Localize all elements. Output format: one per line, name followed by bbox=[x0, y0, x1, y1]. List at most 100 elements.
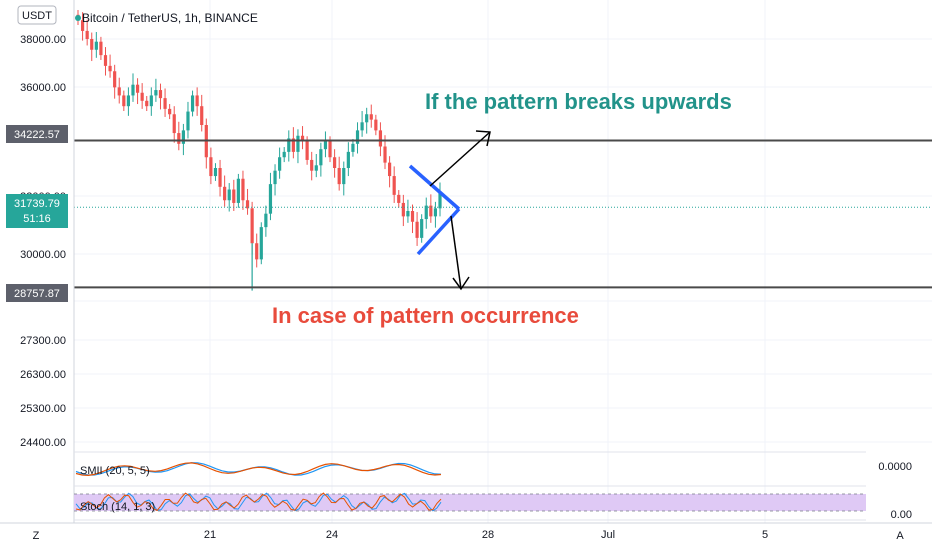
candle-body bbox=[323, 141, 328, 150]
stoch-k-line bbox=[75, 492, 442, 512]
wedge-lower-line bbox=[416, 207, 461, 256]
chart-title: Bitcoin / TetherUS, 1h, BINANCE bbox=[82, 11, 258, 25]
stoch-band bbox=[74, 494, 866, 511]
stoch-label: Stoch (14, 1, 3) bbox=[80, 501, 155, 513]
support-price-label: 28757.87 bbox=[14, 288, 60, 300]
candle-body bbox=[163, 98, 167, 109]
price-axis-tick: 24400.00 bbox=[20, 437, 66, 449]
candle-body bbox=[360, 122, 364, 131]
candle-body bbox=[177, 133, 181, 144]
candle-body bbox=[328, 141, 332, 158]
candle-body bbox=[291, 138, 295, 152]
candle-body bbox=[273, 170, 277, 185]
time-axis: 21 24 28 Jul 5 bbox=[204, 529, 768, 541]
candle-body bbox=[117, 87, 121, 96]
stoch-value: 0.00 bbox=[891, 509, 912, 521]
candle-body bbox=[255, 243, 259, 260]
status-dot-icon bbox=[75, 15, 81, 21]
candle-body bbox=[387, 162, 392, 177]
candle-body bbox=[99, 41, 103, 56]
candle-body bbox=[232, 189, 236, 203]
candle-body bbox=[108, 65, 112, 72]
candle-body bbox=[131, 84, 135, 96]
candle-body bbox=[223, 186, 227, 201]
candle-body bbox=[213, 168, 218, 177]
candle-body bbox=[424, 205, 428, 220]
candle-body bbox=[218, 168, 222, 187]
candle-body bbox=[190, 95, 195, 112]
price-axis-tick: 30000.00 bbox=[20, 249, 66, 261]
candle-body bbox=[268, 184, 273, 214]
candle-body bbox=[406, 211, 410, 217]
candle-body bbox=[369, 114, 373, 120]
candle-body bbox=[195, 95, 199, 107]
candle-body bbox=[135, 84, 140, 93]
zoom-button[interactable]: Z bbox=[24, 525, 48, 545]
candle-body bbox=[365, 114, 369, 123]
pattern bbox=[408, 130, 491, 291]
price-axis-tick: 27300.00 bbox=[20, 335, 66, 347]
candle-body bbox=[186, 111, 190, 131]
candle-body bbox=[80, 20, 85, 31]
candle-body bbox=[300, 135, 305, 142]
candle-body bbox=[158, 90, 163, 99]
candles bbox=[76, 9, 442, 291]
candle-body bbox=[438, 192, 442, 209]
auto-scale-button[interactable]: A bbox=[888, 525, 912, 545]
candle-body bbox=[333, 157, 337, 168]
candle-body bbox=[122, 95, 126, 107]
candle-body bbox=[236, 178, 240, 203]
candle-body bbox=[420, 219, 424, 238]
candle-body bbox=[378, 130, 383, 147]
price-axis-tick: 38000.00 bbox=[20, 34, 66, 46]
candle-body bbox=[433, 208, 438, 217]
annotation-breakdown: In case of pattern occurrence bbox=[272, 303, 579, 328]
candle-body bbox=[85, 30, 89, 39]
candle-body bbox=[374, 119, 378, 131]
currency-badge[interactable] bbox=[17, 5, 57, 25]
candle-body bbox=[103, 55, 108, 66]
candle-body bbox=[342, 168, 346, 185]
candle-body bbox=[397, 194, 401, 203]
candle-body bbox=[94, 41, 98, 50]
annotation-breakout-up: If the pattern breaks upwards bbox=[425, 89, 732, 114]
smi-indicator bbox=[75, 462, 442, 477]
price-axis: 38000.0036000.0032000.0030000.0027300.00… bbox=[20, 34, 66, 449]
candle-body bbox=[296, 135, 300, 152]
candle-body bbox=[245, 200, 250, 209]
current-price-tag: 31739.79 51:16 bbox=[6, 194, 68, 228]
candle-body bbox=[126, 95, 131, 107]
breakdown-arrow-shaft bbox=[450, 215, 462, 290]
wedge-upper-line bbox=[408, 164, 461, 211]
price-axis-bg bbox=[0, 0, 74, 523]
candle-body bbox=[154, 90, 158, 96]
breakdown-arrowhead bbox=[452, 276, 470, 291]
candle-body bbox=[337, 168, 341, 185]
candle-body bbox=[429, 205, 433, 217]
candle-body bbox=[259, 227, 263, 260]
auto-scale-button-label: A bbox=[896, 530, 904, 542]
breakout-up-arrow-shaft bbox=[429, 131, 491, 187]
time-axis-tick: 24 bbox=[326, 529, 338, 541]
breakout-up-arrowhead bbox=[475, 130, 491, 147]
candle-body bbox=[282, 151, 286, 158]
candle-body bbox=[319, 149, 323, 166]
level-lines bbox=[68, 139, 932, 289]
candle-body bbox=[90, 39, 94, 50]
time-axis-tick: 21 bbox=[204, 529, 216, 541]
candle-body bbox=[172, 114, 176, 134]
candle-body bbox=[209, 157, 213, 177]
candle-body bbox=[314, 165, 318, 171]
candle-body bbox=[113, 71, 117, 88]
candle-body bbox=[241, 178, 245, 201]
candle-body bbox=[287, 138, 291, 152]
resistance-price-label: 34222.57 bbox=[14, 129, 60, 141]
stoch-indicator bbox=[74, 492, 866, 512]
candle-body bbox=[392, 176, 396, 195]
countdown-label: 51:16 bbox=[23, 213, 51, 225]
candle-body bbox=[278, 157, 282, 171]
smi-main-line bbox=[75, 462, 442, 477]
time-axis-tick: 28 bbox=[482, 529, 494, 541]
